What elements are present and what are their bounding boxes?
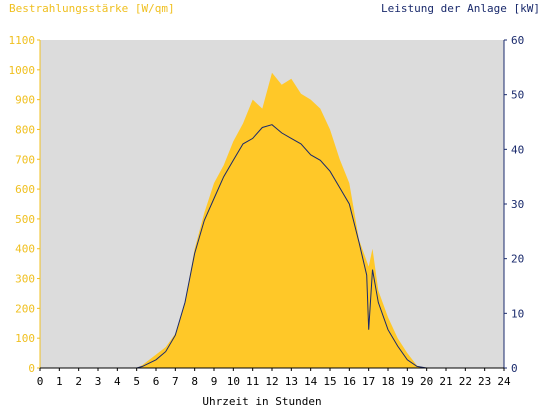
right-tick-label-3: 30	[511, 198, 524, 211]
left-tick-label-3: 300	[15, 273, 35, 286]
x-tick-label-23: 23	[478, 375, 491, 388]
left-tick-label-0: 0	[28, 362, 35, 375]
x-tick-label-19: 19	[401, 375, 414, 388]
left-tick-label-8: 800	[15, 123, 35, 136]
left-tick-label-1: 100	[15, 332, 35, 345]
left-tick-label-4: 400	[15, 243, 35, 256]
x-tick-label-10: 10	[227, 375, 240, 388]
x-tick-label-0: 0	[37, 375, 44, 388]
series-1-line	[40, 124, 504, 369]
left-tick-label-11: 1100	[9, 34, 36, 47]
x-tick-label-12: 12	[265, 375, 278, 388]
left-tick-label-5: 500	[15, 213, 35, 226]
x-tick-label-2: 2	[75, 375, 82, 388]
x-tick-label-3: 3	[95, 375, 102, 388]
x-tick-label-6: 6	[153, 375, 160, 388]
x-tick-label-17: 17	[362, 375, 375, 388]
x-tick-label-4: 4	[114, 375, 121, 388]
x-tick-label-18: 18	[381, 375, 394, 388]
left-tick-label-10: 1000	[9, 64, 36, 77]
x-tick-label-1: 1	[56, 375, 63, 388]
x-axis-label: Uhrzeit in Stunden	[202, 395, 321, 408]
x-tick-label-5: 5	[133, 375, 140, 388]
right-tick-label-5: 50	[511, 89, 524, 102]
right-tick-label-4: 40	[511, 143, 524, 156]
left-tick-label-6: 600	[15, 183, 35, 196]
right-tick-label-2: 20	[511, 253, 524, 266]
x-tick-label-22: 22	[459, 375, 472, 388]
x-tick-label-16: 16	[343, 375, 356, 388]
x-tick-label-13: 13	[285, 375, 298, 388]
left-axis-title: Bestrahlungsstärke [W/qm]	[9, 2, 175, 15]
series-0-area	[40, 72, 504, 369]
x-tick-label-20: 20	[420, 375, 433, 388]
x-tick-label-8: 8	[191, 375, 198, 388]
left-tick-label-2: 200	[15, 302, 35, 315]
x-tick-label-24: 24	[497, 375, 511, 388]
right-tick-label-0: 0	[511, 362, 518, 375]
right-tick-label-1: 10	[511, 307, 524, 320]
x-tick-label-9: 9	[211, 375, 218, 388]
x-tick-label-7: 7	[172, 375, 179, 388]
x-tick-label-21: 21	[439, 375, 452, 388]
x-tick-label-15: 15	[323, 375, 336, 388]
x-tick-label-11: 11	[246, 375, 259, 388]
left-tick-label-7: 700	[15, 153, 35, 166]
right-tick-label-6: 60	[511, 34, 524, 47]
left-tick-label-9: 900	[15, 94, 35, 107]
x-tick-label-14: 14	[304, 375, 318, 388]
right-axis-title: Leistung der Anlage [kW]	[381, 2, 540, 15]
